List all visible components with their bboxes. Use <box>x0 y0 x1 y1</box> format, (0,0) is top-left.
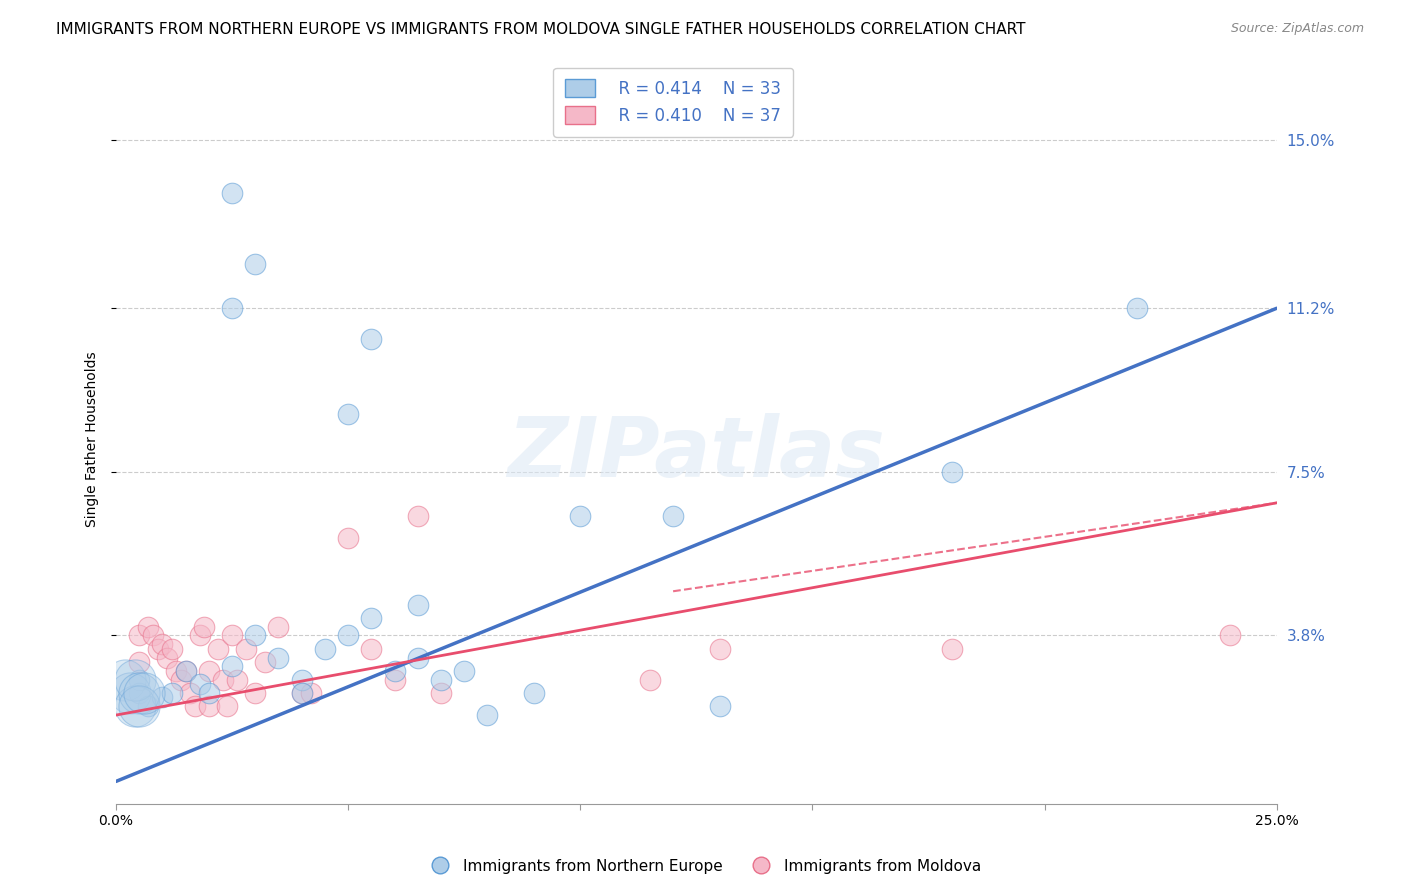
Point <box>245 628 267 642</box>
Point <box>114 673 136 687</box>
Point <box>142 628 165 642</box>
Point <box>406 598 429 612</box>
Point <box>314 641 336 656</box>
Point <box>267 650 290 665</box>
Point <box>337 408 360 422</box>
Point <box>406 509 429 524</box>
Point <box>198 686 221 700</box>
Point <box>165 664 187 678</box>
Point <box>211 673 233 687</box>
Point <box>221 628 243 642</box>
Point <box>198 664 221 678</box>
Point <box>360 332 382 346</box>
Point <box>128 655 150 669</box>
Point <box>406 650 429 665</box>
Point <box>253 655 276 669</box>
Legend:   R = 0.414    N = 33,   R = 0.410    N = 37: R = 0.414 N = 33, R = 0.410 N = 37 <box>554 68 793 136</box>
Point <box>267 620 290 634</box>
Legend: Immigrants from Northern Europe, Immigrants from Moldova: Immigrants from Northern Europe, Immigra… <box>419 853 987 880</box>
Point <box>1126 301 1149 316</box>
Point <box>184 699 207 714</box>
Point <box>221 301 243 316</box>
Point <box>384 664 406 678</box>
Point <box>217 699 239 714</box>
Point <box>138 699 160 714</box>
Point <box>118 686 141 700</box>
Point <box>477 708 499 723</box>
Point <box>160 641 183 656</box>
Point <box>360 611 382 625</box>
Point <box>337 628 360 642</box>
Point <box>138 620 160 634</box>
Point <box>188 677 211 691</box>
Point <box>1219 628 1241 642</box>
Point <box>174 664 197 678</box>
Point <box>941 465 963 479</box>
Point <box>384 673 406 687</box>
Point <box>709 641 731 656</box>
Point <box>245 257 267 271</box>
Point <box>291 686 314 700</box>
Point <box>198 699 221 714</box>
Point <box>337 531 360 545</box>
Point <box>245 686 267 700</box>
Point <box>152 690 174 705</box>
Point <box>235 641 257 656</box>
Point <box>207 641 229 656</box>
Point <box>193 620 215 634</box>
Point <box>128 673 150 687</box>
Point <box>179 686 201 700</box>
Point <box>124 673 146 687</box>
Point <box>152 637 174 651</box>
Point <box>360 641 382 656</box>
Point <box>128 686 150 700</box>
Point <box>225 673 247 687</box>
Point <box>291 686 314 700</box>
Point <box>291 673 314 687</box>
Point <box>569 509 592 524</box>
Point <box>128 699 150 714</box>
Point <box>941 641 963 656</box>
Point <box>160 686 183 700</box>
Point <box>188 628 211 642</box>
Point <box>523 686 546 700</box>
Point <box>430 686 453 700</box>
Point <box>299 686 322 700</box>
Point <box>132 686 155 700</box>
Y-axis label: Single Father Households: Single Father Households <box>86 351 100 526</box>
Point <box>174 664 197 678</box>
Point <box>128 628 150 642</box>
Point <box>221 186 243 201</box>
Point <box>430 673 453 687</box>
Point <box>170 673 193 687</box>
Text: ZIPatlas: ZIPatlas <box>508 413 886 494</box>
Point <box>146 641 169 656</box>
Point <box>128 686 150 700</box>
Point <box>124 699 146 714</box>
Point <box>709 699 731 714</box>
Point <box>662 509 685 524</box>
Point <box>156 650 179 665</box>
Point <box>221 659 243 673</box>
Point <box>453 664 475 678</box>
Point <box>638 673 661 687</box>
Text: IMMIGRANTS FROM NORTHERN EUROPE VS IMMIGRANTS FROM MOLDOVA SINGLE FATHER HOUSEHO: IMMIGRANTS FROM NORTHERN EUROPE VS IMMIG… <box>56 22 1026 37</box>
Text: Source: ZipAtlas.com: Source: ZipAtlas.com <box>1230 22 1364 36</box>
